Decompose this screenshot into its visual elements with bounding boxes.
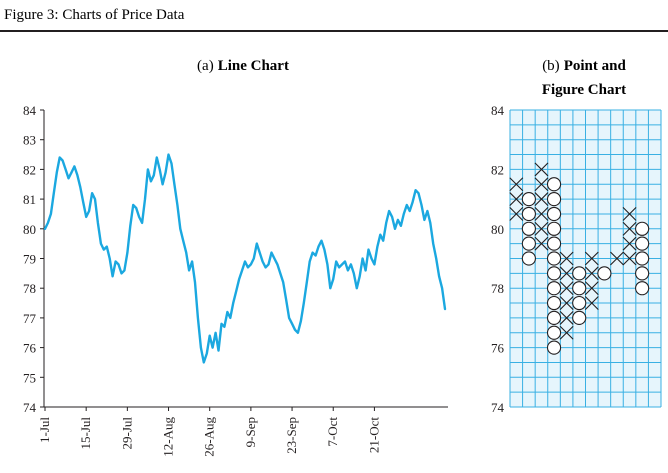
pf-chart: (b) Point and Figure Chart 74 76 78 80 82 84 [491,58,662,415]
pf-o-mark [572,295,587,311]
pf-x-mark [534,192,549,207]
line-chart-y-tick-label: 84 [23,103,37,118]
line-chart: (a) Line Chart 74 75 76 77 78 79 80 81 82 83 84 1-J… [23,58,448,457]
pf-chart-panel-label: (b) [542,58,560,74]
pf-o-mark [546,192,562,207]
pf-x-mark [559,325,574,340]
pf-x-mark [559,281,574,296]
pf-o-mark [546,340,562,355]
pf-x-mark [559,251,574,266]
pf-chart-title-line-2: Figure Chart [542,82,626,98]
line-chart-y-tick-label: 81 [23,192,36,207]
line-chart-y-tick-label: 76 [23,341,37,356]
pf-o-mark [546,206,562,222]
pf-o-mark [546,236,562,251]
pf-o-mark [546,177,562,192]
pf-x-mark [509,192,524,207]
line-chart-y-tick-label: 82 [23,162,36,177]
pf-o-mark [572,266,587,281]
line-chart-series-line [43,153,447,364]
pf-x-mark [622,207,637,221]
pf-o-mark [546,251,562,266]
pf-marks [509,162,650,355]
pf-o-mark [635,251,650,266]
figure-title-rule [0,30,668,32]
pf-x-mark [622,251,637,266]
line-chart-panel-label: (a) [197,58,214,74]
line-chart-y-tick-label: 79 [23,252,36,267]
pf-x-mark [534,236,549,251]
pf-x-mark [534,162,549,177]
line-chart-x-tick-label: 29-Jul [119,417,134,450]
pf-y-tick-label: 76 [491,341,505,356]
figure-title: Figure 3: Charts of Price Data [4,7,185,23]
line-chart-y-tick-label: 83 [23,133,36,148]
pf-y-ticks: 74 76 78 80 82 84 [491,103,505,415]
line-chart-x-tick-label: 26-Aug [202,417,217,457]
pf-o-mark [635,281,650,296]
pf-x-mark [559,266,574,281]
pf-o-mark [521,221,536,236]
line-chart-y-tick-label: 75 [23,370,36,385]
pf-x-mark [559,296,574,310]
pf-x-mark [584,281,599,296]
line-chart-axes [43,110,448,408]
pf-x-mark [610,251,624,266]
pf-o-mark [521,251,536,266]
pf-chart-title-line-1: (b) Point and [542,58,626,74]
pf-o-mark [546,325,562,340]
pf-o-mark [635,236,650,251]
line-chart-x-tick-label: 9-Sep [243,417,258,447]
pf-o-mark [597,266,612,281]
pf-o-mark [521,192,536,207]
pf-x-mark [584,266,599,281]
pf-x-mark [509,177,524,192]
pf-x-mark [534,177,549,192]
pf-x-mark [622,236,637,251]
pf-chart-title-line-1-text: Point and [564,58,627,74]
pf-x-mark [584,296,599,310]
line-chart-x-ticks: 1-Jul 15-Jul 29-Jul 12-Aug 26-Aug 9-Sep 23-Sep… [37,407,381,457]
line-chart-x-tick-label: 1-Jul [37,417,52,443]
pf-o-mark [635,266,650,281]
line-chart-title: (a) Line Chart [197,58,289,74]
line-chart-x-tick-label: 12-Aug [161,417,176,457]
pf-y-tick-label: 74 [491,400,505,415]
pf-x-mark [622,221,637,236]
line-chart-series [43,153,447,364]
pf-x-mark [509,207,524,221]
pf-y-tick-label: 78 [491,281,504,296]
pf-o-mark [546,221,562,236]
pf-o-mark [572,281,587,296]
pf-y-tick-label: 82 [491,162,504,177]
pf-o-mark [546,295,562,311]
pf-y-tick-label: 80 [491,222,504,237]
line-chart-x-tick-label: 7-Oct [325,417,340,447]
pf-y-tick-label: 84 [491,103,505,118]
line-chart-y-tick-label: 74 [23,400,37,415]
pf-o-mark [635,221,650,236]
line-chart-x-tick-label: 23-Sep [284,417,299,454]
pf-o-mark [521,236,536,251]
line-chart-y-ticks: 74 75 76 77 78 79 80 81 82 83 84 [23,103,44,415]
pf-x-mark [534,207,549,221]
line-chart-x-tick-label: 15-Jul [78,417,93,450]
line-chart-y-tick-label: 80 [23,222,36,237]
pf-o-mark [546,266,562,281]
pf-x-mark [584,251,599,266]
line-chart-title-text: Line Chart [218,58,289,74]
pf-o-mark [572,310,587,325]
pf-o-mark [546,281,562,296]
line-chart-y-tick-label: 77 [23,311,37,326]
line-chart-x-tick-label: 21-Oct [366,417,381,453]
pf-o-mark [521,206,536,222]
line-chart-y-tick-label: 78 [23,281,36,296]
pf-x-mark [559,310,574,325]
pf-x-mark [534,221,549,236]
pf-o-mark [546,310,562,325]
